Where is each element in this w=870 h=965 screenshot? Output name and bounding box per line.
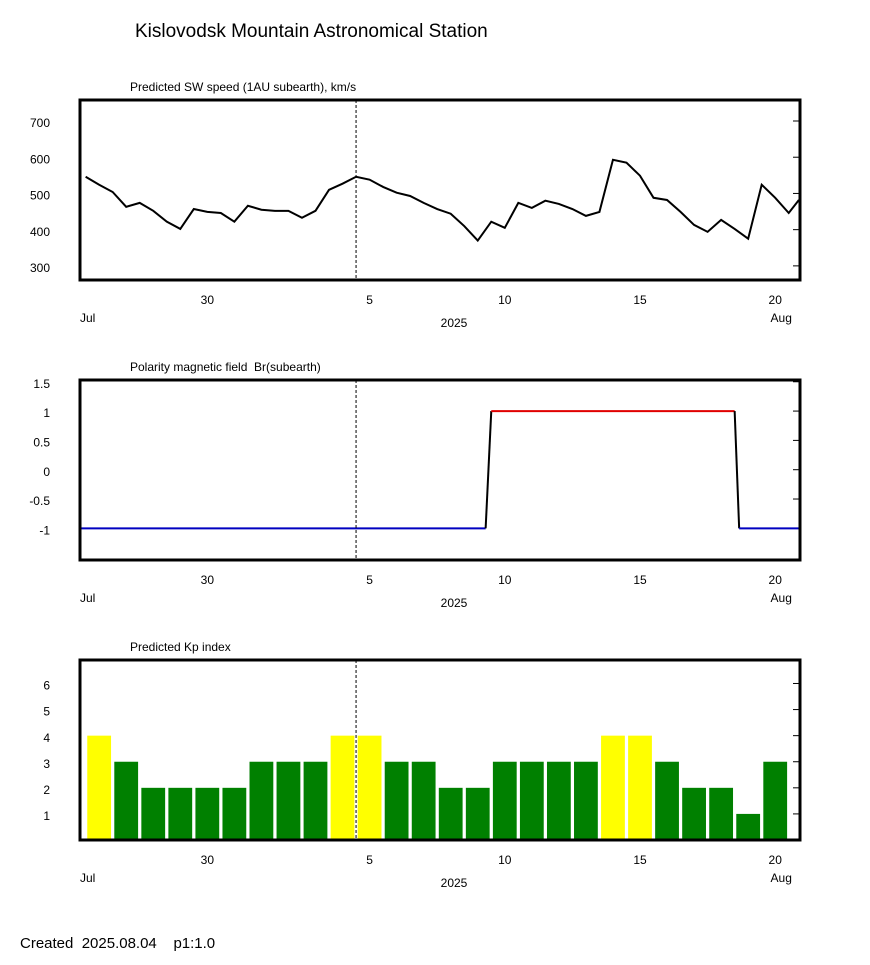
chart-title: Predicted SW speed (1AU subearth), km/s — [130, 80, 356, 94]
x-tick-label: 5 — [366, 573, 373, 587]
chart-title: Polarity magnetic field Br(subearth) — [130, 360, 321, 374]
kp-bar — [574, 761, 598, 840]
month-label: Aug — [771, 311, 792, 325]
y-tick-label: 1 — [43, 406, 50, 420]
x-tick-label: 10 — [498, 853, 512, 867]
y-tick-label: 4 — [43, 731, 50, 745]
polarity-segment — [733, 411, 741, 529]
kp-bar — [114, 761, 139, 840]
y-tick-label: 1 — [43, 809, 50, 823]
month-label: Aug — [771, 591, 792, 605]
x-tick-label: 10 — [498, 573, 512, 587]
kp-bar — [465, 787, 490, 840]
x-tick-label: 20 — [769, 853, 783, 867]
y-tick-label: 1.5 — [33, 377, 50, 391]
kp-bar — [141, 787, 166, 840]
y-tick-label: 600 — [30, 152, 50, 166]
x-tick-label: 20 — [769, 573, 783, 587]
y-tick-label: 700 — [30, 116, 50, 130]
y-tick-label: 300 — [30, 261, 50, 275]
kp-bar — [411, 761, 436, 840]
year-label: 2025 — [441, 596, 468, 610]
month-label: Jul — [80, 591, 95, 605]
y-tick-label: 500 — [30, 189, 50, 203]
kp-bar — [763, 761, 788, 840]
y-tick-label: 5 — [43, 705, 50, 719]
x-tick-label: 5 — [366, 293, 373, 307]
kp-bar — [357, 735, 382, 840]
kp-bar — [519, 761, 544, 840]
x-tick-label: 15 — [633, 853, 647, 867]
kp-bar — [438, 787, 463, 840]
y-tick-label: -1 — [39, 524, 50, 538]
kp-bar — [330, 735, 355, 840]
footer: Created 2025.08.04 p1:1.0 — [20, 935, 215, 952]
x-tick-label: 5 — [366, 853, 373, 867]
x-tick-label: 15 — [633, 293, 647, 307]
kp-bar — [709, 787, 734, 840]
year-label: 2025 — [441, 316, 468, 330]
kp-bar — [222, 787, 247, 840]
x-tick-label: 10 — [498, 293, 512, 307]
plot-frame — [78, 658, 802, 842]
page-title: Kislovodsk Mountain Astronomical Station — [135, 21, 488, 42]
y-tick-label: 400 — [30, 225, 50, 239]
plot-frame — [78, 98, 802, 282]
plot-frame — [78, 378, 802, 562]
polarity-segment — [484, 411, 493, 529]
kp-bar — [168, 787, 193, 840]
x-tick-label: 15 — [633, 573, 647, 587]
x-tick-label: 20 — [769, 293, 783, 307]
x-tick-label: 30 — [201, 853, 215, 867]
speed-line — [85, 158, 800, 243]
x-tick-label: 30 — [201, 573, 215, 587]
y-tick-label: 2 — [43, 783, 50, 797]
y-tick-label: -0.5 — [29, 494, 50, 508]
month-label: Jul — [80, 871, 95, 885]
x-tick-label: 30 — [201, 293, 215, 307]
kp-bar — [628, 735, 652, 840]
kp-bar — [736, 813, 761, 840]
kp-bar — [87, 735, 112, 840]
y-tick-label: 3 — [43, 757, 50, 771]
kp-bar — [601, 735, 625, 840]
y-tick-label: 6 — [43, 679, 50, 693]
year-label: 2025 — [441, 876, 468, 890]
kp-bar — [492, 761, 517, 840]
chart-title: Predicted Kp index — [130, 640, 231, 654]
kp-bar — [384, 761, 409, 840]
kp-bar — [655, 761, 679, 840]
month-label: Aug — [771, 871, 792, 885]
month-label: Jul — [80, 311, 95, 325]
kp-bar — [249, 761, 274, 840]
kp-bar — [195, 787, 220, 840]
kp-bar — [682, 787, 706, 840]
y-tick-label: 0.5 — [33, 436, 50, 450]
y-tick-label: 0 — [43, 465, 50, 479]
kp-bar — [303, 761, 328, 840]
kp-bar — [546, 761, 571, 840]
kp-bar — [276, 761, 301, 840]
